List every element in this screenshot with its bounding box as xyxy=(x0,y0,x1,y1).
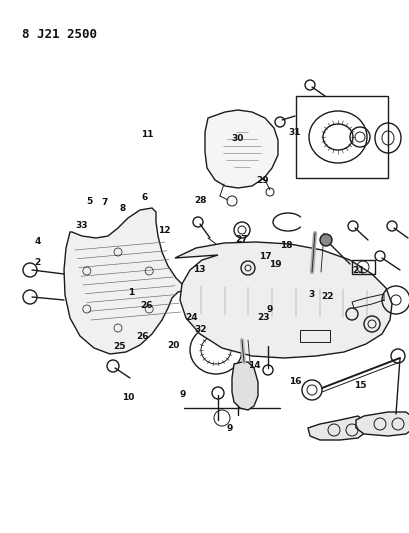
Text: 29: 29 xyxy=(256,176,268,184)
Text: 21: 21 xyxy=(351,266,364,275)
Text: 32: 32 xyxy=(194,325,207,334)
Polygon shape xyxy=(64,208,299,354)
Text: 25: 25 xyxy=(113,342,126,351)
Polygon shape xyxy=(204,110,277,188)
Text: 31: 31 xyxy=(288,128,300,136)
Text: 3: 3 xyxy=(308,290,314,298)
Text: 23: 23 xyxy=(256,313,269,322)
Text: 9: 9 xyxy=(179,390,185,399)
Text: 2: 2 xyxy=(34,258,41,266)
Text: 9: 9 xyxy=(266,305,272,313)
Text: 26: 26 xyxy=(140,302,153,310)
Text: 7: 7 xyxy=(101,198,108,207)
Polygon shape xyxy=(355,412,409,436)
Text: 12: 12 xyxy=(157,226,170,235)
Text: 6: 6 xyxy=(141,193,147,201)
Text: 20: 20 xyxy=(166,341,179,350)
Text: 19: 19 xyxy=(269,260,281,269)
Text: 10: 10 xyxy=(121,393,134,402)
Bar xyxy=(295,96,387,178)
Text: 1: 1 xyxy=(128,288,134,296)
Text: 8: 8 xyxy=(119,205,126,213)
Text: 27: 27 xyxy=(235,236,247,244)
Text: 30: 30 xyxy=(231,134,243,143)
Text: 15: 15 xyxy=(353,382,365,390)
Text: 11: 11 xyxy=(141,130,153,139)
Text: 17: 17 xyxy=(259,253,271,261)
Polygon shape xyxy=(307,416,365,440)
Text: 9: 9 xyxy=(226,424,232,433)
Text: 33: 33 xyxy=(75,222,87,230)
Circle shape xyxy=(319,234,331,246)
Text: 4: 4 xyxy=(34,238,41,246)
Text: 13: 13 xyxy=(192,265,204,274)
Text: 16: 16 xyxy=(288,377,301,386)
Text: 18: 18 xyxy=(279,241,292,249)
Text: 14: 14 xyxy=(247,361,260,370)
Text: 24: 24 xyxy=(185,313,198,322)
Text: 28: 28 xyxy=(193,196,206,205)
Text: 22: 22 xyxy=(320,292,333,301)
Text: 8 J21 2500: 8 J21 2500 xyxy=(22,28,97,41)
Text: 26: 26 xyxy=(136,333,148,341)
Polygon shape xyxy=(231,362,257,410)
Text: 5: 5 xyxy=(86,197,92,206)
Polygon shape xyxy=(175,242,391,358)
